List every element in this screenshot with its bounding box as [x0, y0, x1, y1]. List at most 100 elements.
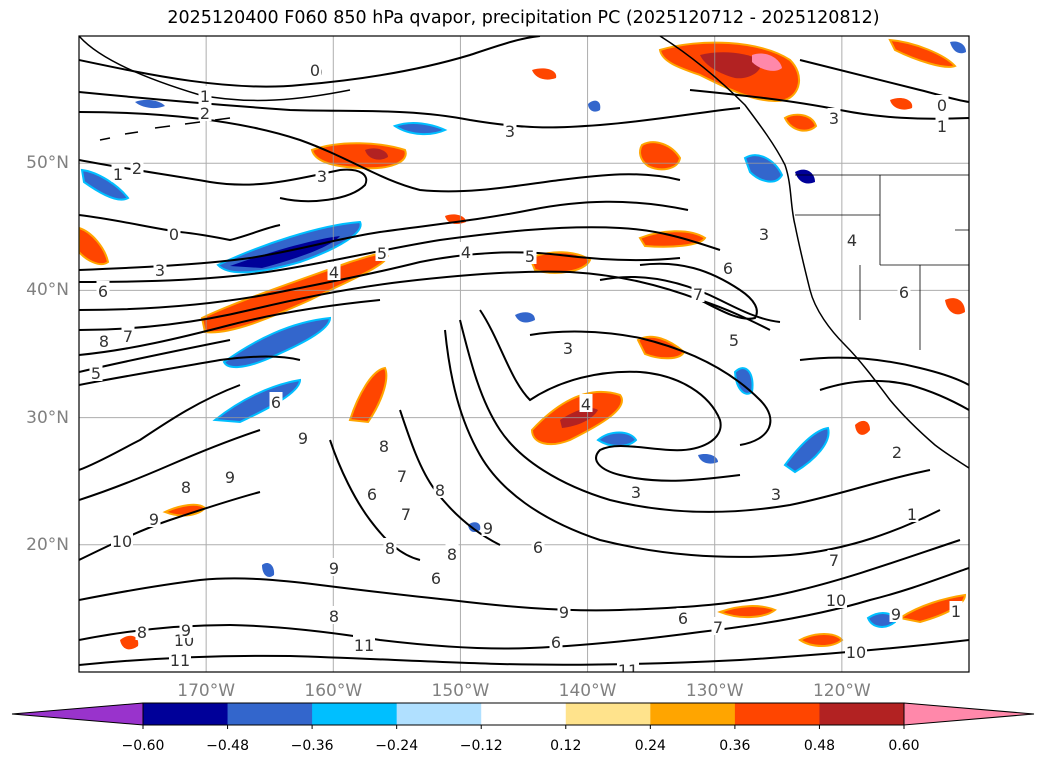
contour-line: [479, 309, 741, 482]
contour-label-bg: [827, 550, 841, 568]
contour-label-bg: [557, 602, 571, 620]
precip-patch: [950, 41, 966, 54]
contour-label: 6: [899, 283, 909, 302]
latitude-label: 40°N: [26, 280, 69, 301]
precip-patch: [743, 154, 784, 183]
contour-line: [79, 567, 969, 650]
contour-label: 9: [559, 603, 569, 622]
contour-label: 1: [200, 87, 210, 106]
precip-patch: [515, 312, 535, 323]
longitude-label: 160°W: [304, 681, 363, 701]
contour-label-bg: [198, 103, 212, 121]
colorbar-tick-label: −0.60: [121, 738, 165, 754]
contour-label: 2: [200, 104, 210, 123]
contour-label-bg: [97, 331, 111, 349]
colorbar-tick-label: 0.24: [634, 738, 666, 754]
contour-line: [799, 59, 969, 103]
qvapor-contours: [79, 36, 969, 666]
contour-label: 3: [771, 485, 781, 504]
contour-label: 8: [379, 437, 389, 456]
precip-patch: [596, 431, 638, 447]
colorbar-tick-label: −0.48: [206, 738, 249, 754]
contour-label-bg: [579, 394, 593, 412]
colorbar-segment: [396, 703, 482, 725]
contour-label-bg: [845, 230, 859, 248]
contour-label-bg: [121, 326, 135, 344]
colorbar-segment: [734, 703, 820, 725]
colorbar: [11, 702, 1035, 729]
contour-label-bg: [757, 224, 771, 242]
contour-label: 6: [98, 282, 108, 301]
colorbar-segment: [565, 703, 651, 725]
longitude-label: 170°W: [177, 681, 236, 701]
border-line: [795, 174, 969, 350]
contour-label-bg: [399, 504, 413, 522]
precip-patch: [310, 142, 407, 170]
contour-label-bg: [935, 95, 949, 113]
contour-label-bg: [549, 632, 563, 650]
contour-labels: 0123312034545678563476534689899107867869…: [89, 60, 963, 672]
contour-label-bg: [89, 363, 103, 381]
contour-line: [79, 355, 301, 386]
precip-positive-areas: [79, 38, 967, 650]
longitude-label: 130°W: [685, 681, 744, 701]
contour-label: 6: [533, 538, 543, 557]
precip-patch: [752, 53, 782, 71]
state-borders: [795, 174, 969, 350]
contour-label-bg: [617, 660, 639, 672]
contour-line: [79, 299, 381, 356]
contour-label-bg: [825, 590, 847, 608]
colorbar-segment: [143, 703, 229, 725]
contour-label: 7: [401, 505, 411, 524]
contour-label-bg: [676, 608, 690, 626]
contour-label: 9: [181, 621, 191, 640]
precip-patch: [888, 38, 957, 68]
contour-label-bg: [327, 558, 341, 576]
colorbar-segment: [650, 703, 736, 725]
precip-patch: [212, 378, 302, 424]
contour-label-bg: [96, 281, 110, 299]
contour-label-bg: [459, 242, 473, 260]
precip-patch: [945, 298, 965, 315]
colorbar-tick-label: 0.48: [803, 738, 836, 754]
map-content: 0123312034545678563476534689899107867869…: [79, 36, 969, 672]
longitude-label: 140°W: [558, 681, 617, 701]
contour-label-bg: [905, 504, 919, 522]
precip-patch: [890, 97, 913, 110]
contour-label-bg: [691, 284, 705, 302]
contour-label: 6: [678, 609, 688, 628]
aleutian-islands: [99, 117, 231, 141]
contour-label-bg: [383, 538, 397, 556]
precip-patch: [468, 522, 481, 533]
contour-label: 10: [826, 591, 846, 610]
contour-label-bg: [433, 480, 447, 498]
contour-label: 4: [329, 263, 339, 282]
contour-label: 5: [377, 244, 387, 263]
contour-label-bg: [481, 518, 495, 536]
longitude-label: 120°W: [812, 681, 871, 701]
precip-patch: [795, 169, 815, 184]
contour-label: 11: [354, 636, 374, 655]
contour-label-bg: [827, 108, 841, 126]
contour-label: 6: [723, 259, 733, 278]
contour-label-bg: [727, 330, 741, 348]
contour-line: [79, 384, 241, 471]
colorbar-tick-label: −0.24: [375, 738, 419, 754]
contour-label: 3: [759, 225, 769, 244]
contour-label: 9: [891, 605, 901, 624]
contour-label: 8: [99, 332, 109, 351]
contour-label: 8: [329, 607, 339, 626]
contour-label-bg: [327, 262, 341, 280]
contour-label-bg: [353, 635, 375, 653]
gridlines: [79, 36, 969, 672]
contour-line: [79, 111, 681, 193]
precip-patch: [717, 605, 777, 618]
contour-label-bg: [223, 467, 237, 485]
contour-label-bg: [111, 164, 125, 182]
contour-label: 0: [310, 61, 320, 80]
map-frame: [78, 35, 970, 673]
latitude-label: 50°N: [26, 153, 69, 174]
precip-patch: [783, 426, 830, 474]
contour-label: 2: [132, 159, 142, 178]
contour-label-bg: [169, 650, 191, 668]
